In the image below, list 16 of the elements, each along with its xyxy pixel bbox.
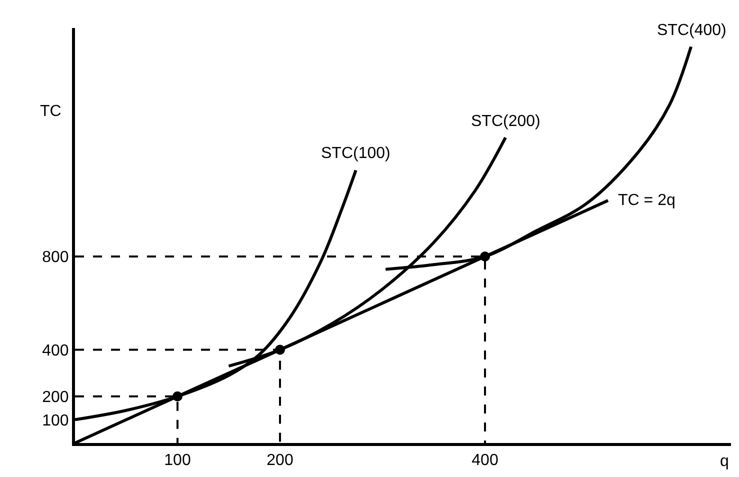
annotation: STC(100) [321, 145, 390, 162]
y-tick-label: 200 [42, 388, 69, 406]
x-tick-label: 100 [164, 452, 191, 470]
y-tick-label: 800 [42, 249, 69, 266]
point [275, 344, 285, 355]
x-tick-label: 200 [266, 452, 294, 470]
y-tick-label: 400 [42, 342, 69, 360]
y-tick-label: 100 [42, 412, 69, 430]
x-tick-label: 400 [472, 452, 498, 470]
point [172, 391, 182, 402]
point [480, 251, 490, 262]
annotation: STC(200) [471, 113, 540, 130]
x-axis-title: q [720, 453, 729, 470]
annotation: STC(400) [657, 22, 726, 39]
annotation: TC = 2q [618, 192, 676, 209]
y-axis-title: TC [40, 103, 62, 120]
